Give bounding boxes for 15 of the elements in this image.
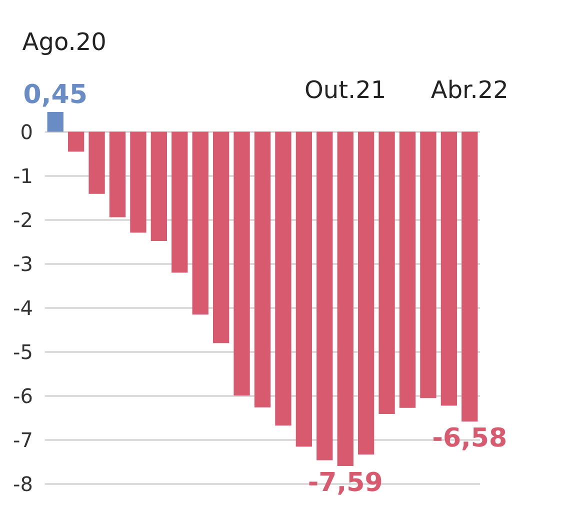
- y-tick-label: 0: [20, 120, 33, 144]
- y-tick-label: -5: [13, 340, 33, 364]
- y-tick-label: -4: [13, 296, 33, 320]
- y-tick-label: -2: [13, 208, 33, 232]
- y-tick-label: -6: [13, 384, 33, 408]
- y-tick-label: -8: [13, 472, 33, 496]
- data-label: -6,58: [432, 423, 508, 454]
- data-label: -7,59: [308, 468, 383, 498]
- y-tick-label: -7: [13, 428, 33, 452]
- y-tick-label: -1: [13, 164, 33, 188]
- x-tick-label: Out.21: [304, 76, 386, 104]
- x-tick-label: Abr.22: [430, 76, 508, 104]
- y-tick-label: -3: [13, 252, 33, 276]
- data-label: 0,45: [23, 80, 88, 110]
- x-tick-label: Ago.20: [22, 28, 106, 56]
